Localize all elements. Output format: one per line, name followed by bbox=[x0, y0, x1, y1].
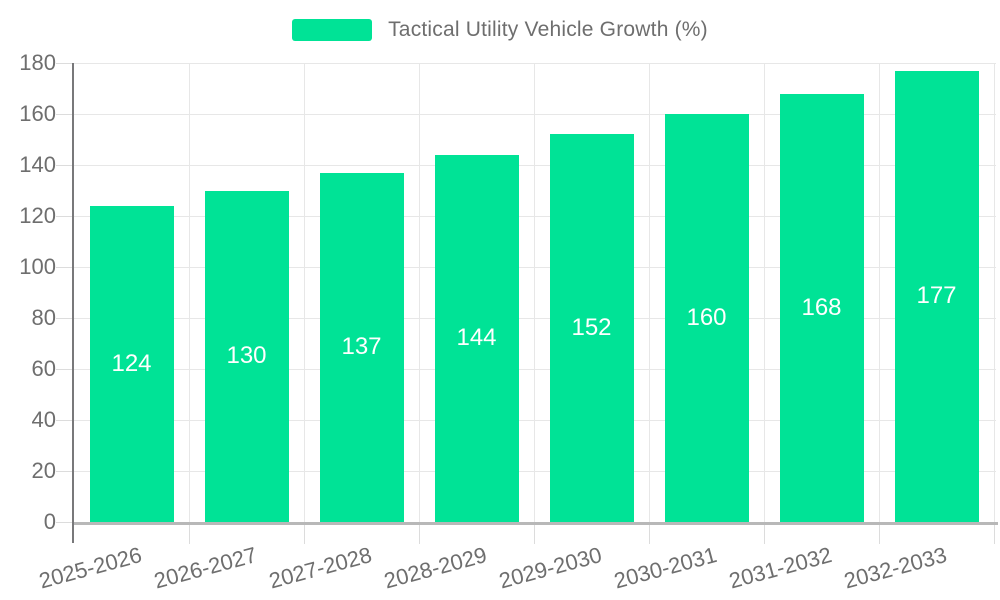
x-axis-tick bbox=[419, 524, 420, 544]
y-axis-tick bbox=[56, 318, 74, 319]
y-gridline bbox=[74, 267, 996, 268]
y-gridline bbox=[74, 63, 996, 64]
bar-2027-2028[interactable] bbox=[319, 172, 404, 522]
x-gridline bbox=[879, 63, 880, 522]
y-axis-tick-label: 0 bbox=[43, 509, 56, 534]
x-axis-category-label: 2029-2030 bbox=[496, 542, 605, 594]
bar-2029-2030[interactable] bbox=[549, 134, 634, 522]
x-axis-category-label: 2026-2027 bbox=[151, 542, 260, 594]
x-axis-tick bbox=[994, 524, 995, 544]
bar-2028-2029[interactable] bbox=[434, 154, 519, 522]
y-axis-tick-label: 180 bbox=[19, 50, 56, 75]
x-gridline bbox=[304, 63, 305, 522]
x-gridline bbox=[649, 63, 650, 522]
y-axis-tick bbox=[56, 471, 74, 472]
bar-value-label: 160 bbox=[686, 304, 727, 331]
bar-value-label: 144 bbox=[456, 324, 497, 352]
x-gridline bbox=[764, 63, 765, 522]
x-gridline bbox=[189, 63, 190, 522]
y-axis-tick-label: 140 bbox=[19, 152, 56, 177]
y-axis-tick bbox=[56, 63, 74, 64]
x-axis-category-label: 2028-2029 bbox=[381, 542, 490, 594]
x-axis-tick bbox=[304, 524, 305, 544]
x-axis-tick bbox=[534, 524, 535, 544]
bar-2026-2027[interactable] bbox=[204, 190, 289, 522]
legend-label: Tactical Utility Vehicle Growth (%) bbox=[388, 18, 708, 41]
y-axis-tick-label: 160 bbox=[19, 101, 56, 126]
x-axis-category-label: 2032-2033 bbox=[841, 542, 950, 594]
y-axis-tick-label: 100 bbox=[19, 254, 56, 279]
x-gridline bbox=[994, 63, 995, 522]
y-gridline bbox=[74, 471, 996, 472]
y-axis-tick bbox=[56, 369, 74, 370]
y-gridline bbox=[74, 369, 996, 370]
legend-swatch-icon bbox=[292, 19, 373, 41]
y-axis-tick-label: 80 bbox=[31, 305, 56, 330]
x-axis-line bbox=[74, 522, 998, 525]
y-axis-tick-label: 40 bbox=[31, 407, 56, 432]
y-gridline bbox=[74, 318, 996, 319]
y-axis-tick bbox=[56, 165, 74, 166]
bar-value-label: 177 bbox=[916, 282, 957, 310]
x-axis-category-label: 2030-2031 bbox=[611, 542, 720, 594]
x-axis-category-label: 2031-2032 bbox=[726, 542, 835, 594]
y-axis-tick-label: 20 bbox=[31, 458, 56, 483]
bar-value-label: 152 bbox=[571, 314, 612, 342]
y-axis-tick bbox=[56, 114, 74, 115]
y-axis-tick bbox=[56, 216, 74, 217]
x-axis-category-label: 2025-2026 bbox=[36, 542, 145, 594]
bar-2031-2032[interactable] bbox=[779, 93, 864, 522]
x-axis-tick bbox=[764, 524, 765, 544]
bar-value-label: 130 bbox=[226, 342, 267, 370]
bar-2025-2026[interactable] bbox=[89, 205, 174, 522]
bar-value-label: 168 bbox=[801, 293, 842, 321]
y-axis-tick bbox=[56, 267, 74, 268]
bar-2032-2033[interactable] bbox=[894, 70, 979, 522]
x-axis-category-label: 2027-2028 bbox=[266, 542, 375, 594]
chart-legend[interactable]: Tactical Utility Vehicle Growth (%) bbox=[0, 18, 1000, 42]
y-axis-tick bbox=[56, 420, 74, 421]
y-axis-line bbox=[72, 63, 74, 543]
bar-2030-2031[interactable] bbox=[664, 114, 749, 522]
x-axis-tick bbox=[879, 524, 880, 544]
y-gridline bbox=[74, 165, 996, 166]
y-gridline bbox=[74, 114, 996, 115]
x-axis-tick bbox=[189, 524, 190, 544]
x-gridline bbox=[534, 63, 535, 522]
y-gridline bbox=[74, 420, 996, 421]
x-gridline bbox=[419, 63, 420, 522]
y-axis-tick-label: 60 bbox=[31, 356, 56, 381]
y-axis-tick-label: 120 bbox=[19, 203, 56, 228]
y-gridline bbox=[74, 216, 996, 217]
bar-value-label: 137 bbox=[341, 333, 382, 361]
bar-value-label: 124 bbox=[111, 349, 152, 377]
x-axis-tick bbox=[649, 524, 650, 544]
y-axis-tick bbox=[56, 522, 74, 523]
